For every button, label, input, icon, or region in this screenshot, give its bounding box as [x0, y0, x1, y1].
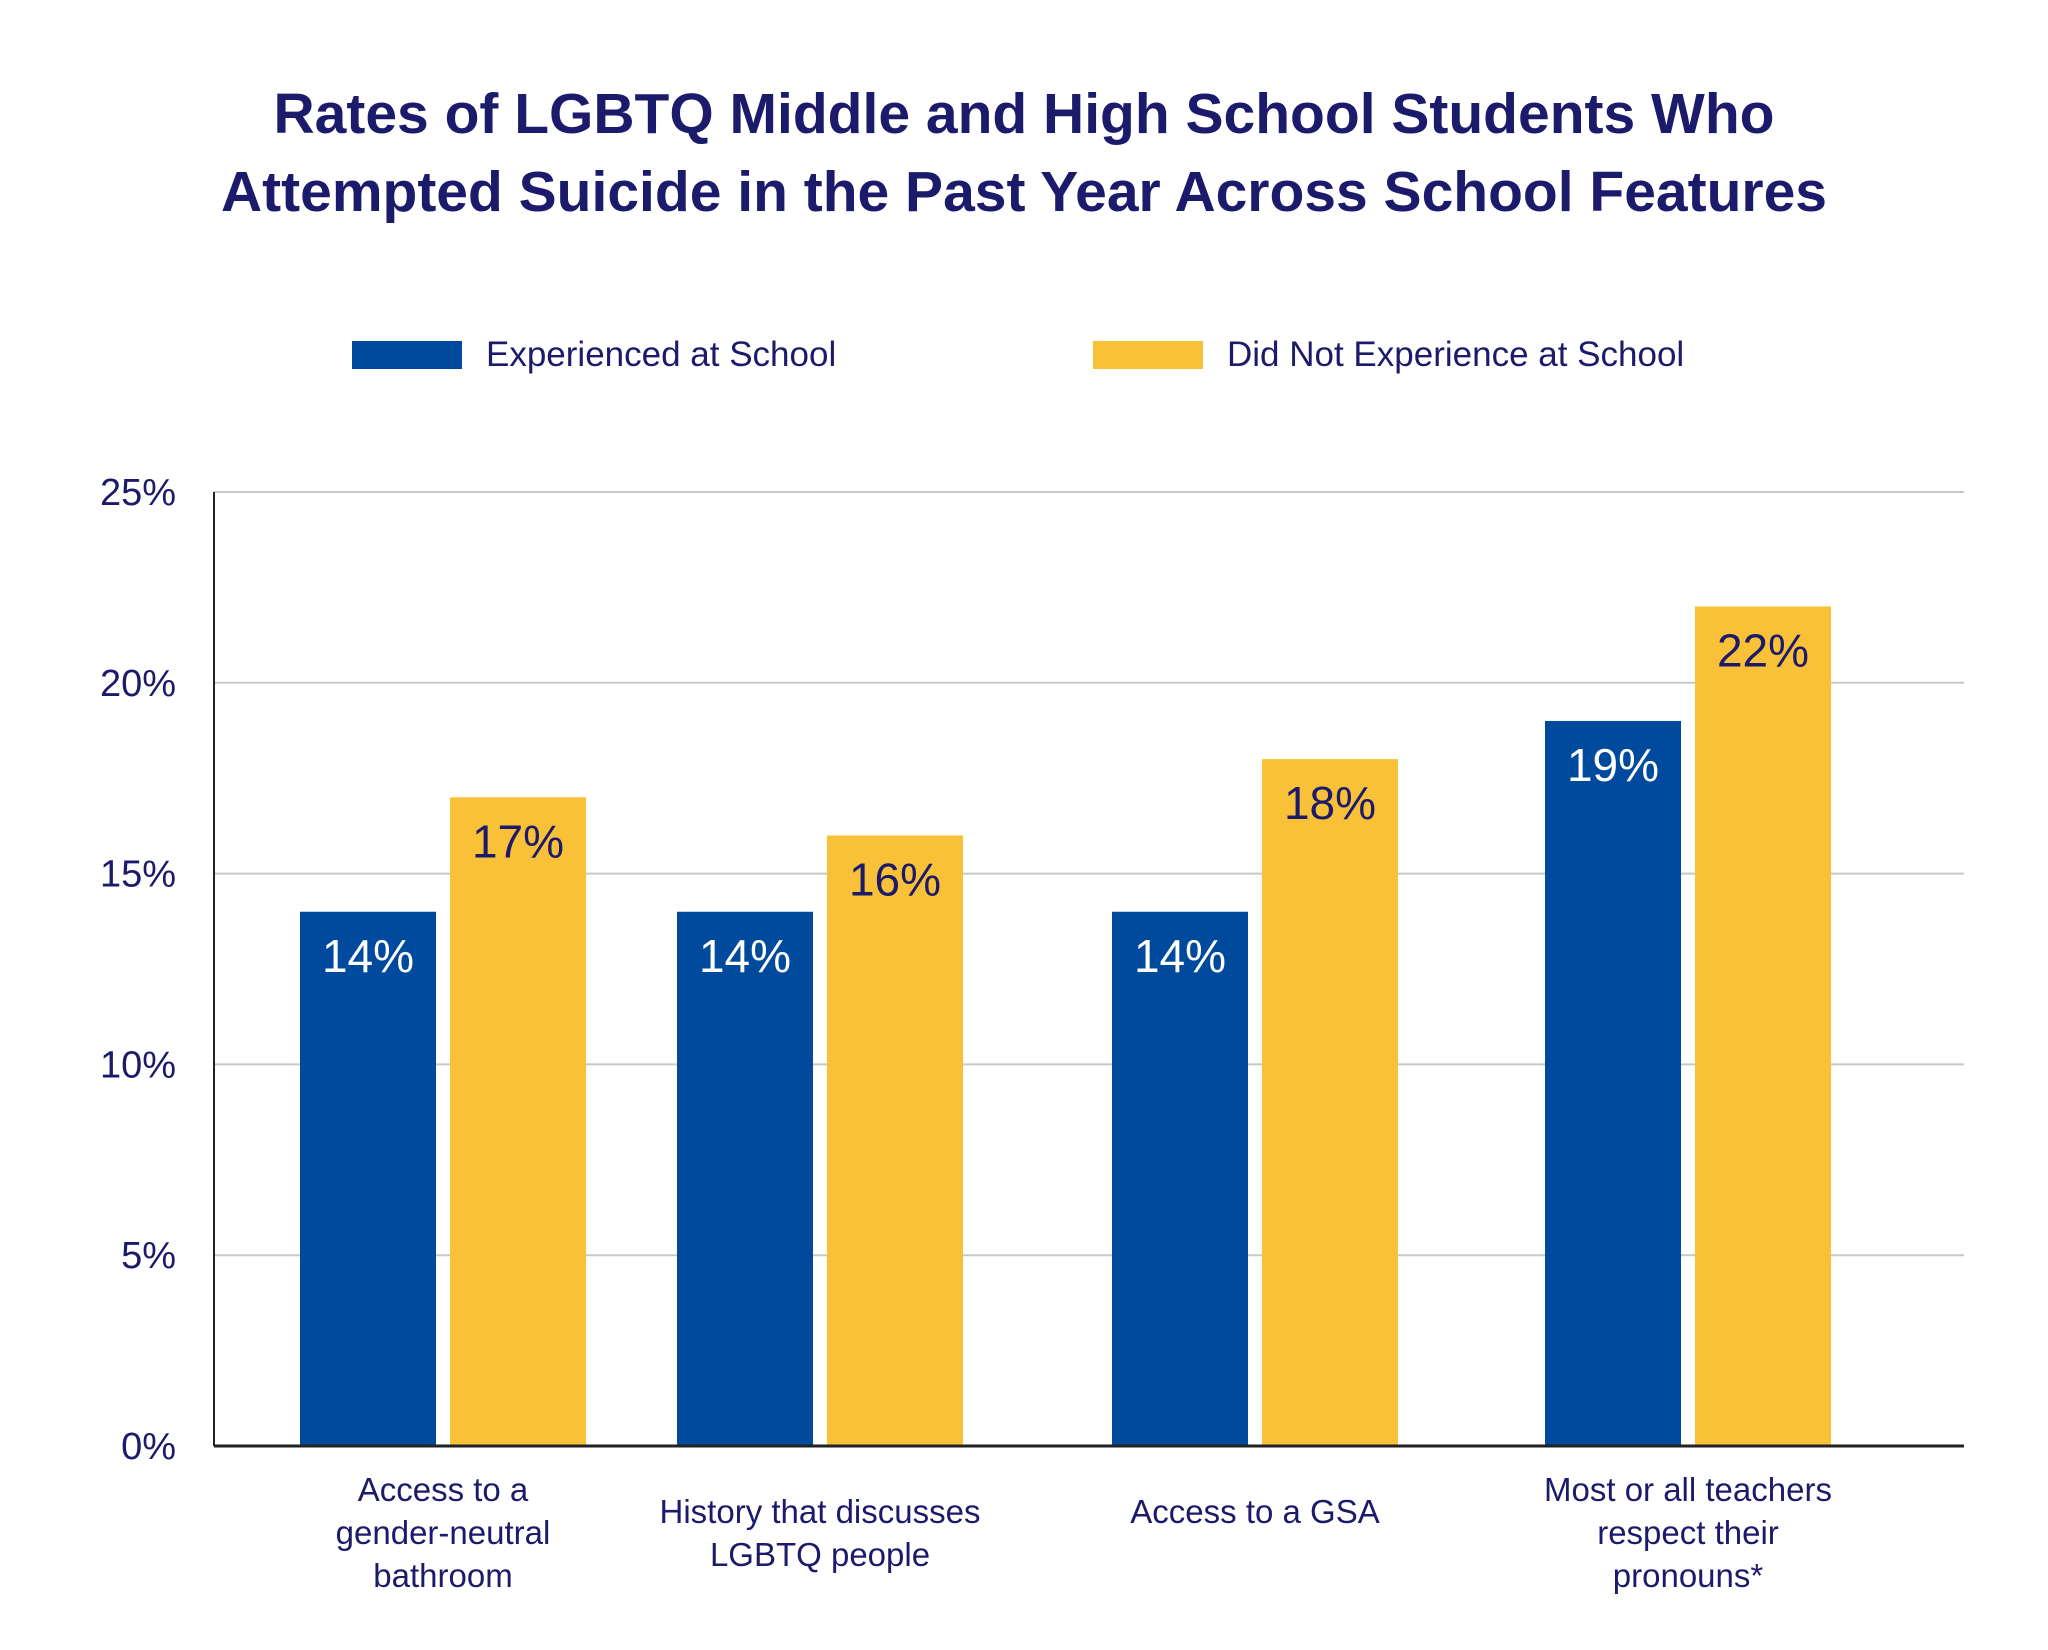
bar-value-label: 19%	[1567, 739, 1659, 791]
x-tick-label: Most or all teachers respect their prono…	[1544, 1471, 1832, 1594]
chart-legend: Experienced at School Did Not Experience…	[0, 330, 2048, 380]
legend-label-not-experienced: Did Not Experience at School	[1227, 335, 1685, 374]
y-tick-label: 20%	[100, 663, 176, 705]
bar-value-label: 18%	[1284, 777, 1376, 829]
bar-value-label: 14%	[1134, 930, 1226, 982]
bar-not-experienced	[1695, 606, 1831, 1446]
legend-label-experienced: Experienced at School	[486, 335, 837, 374]
chart-title-line-1: Rates of LGBTQ Middle and High School St…	[273, 82, 1775, 146]
y-tick-label: 15%	[100, 854, 176, 896]
y-tick-label: 25%	[100, 472, 176, 514]
x-tick-label: Access to a gender-neutral bathroom	[335, 1471, 551, 1594]
chart-title: Rates of LGBTQ Middle and High School St…	[0, 75, 2048, 231]
bar-not-experienced	[450, 797, 586, 1446]
bar-value-label: 16%	[849, 853, 941, 905]
bar-not-experienced	[827, 835, 963, 1446]
chart-title-line-2: Attempted Suicide in the Past Year Acros…	[221, 160, 1827, 224]
bar-experienced	[677, 911, 813, 1446]
bar-value-label: 14%	[699, 930, 791, 982]
bar-not-experienced	[1262, 759, 1398, 1446]
bar-value-label: 22%	[1717, 624, 1809, 676]
bar-experienced	[1545, 720, 1681, 1446]
x-tick-label: Access to a GSA	[1130, 1493, 1380, 1530]
y-tick-label: 5%	[121, 1235, 176, 1277]
bar-value-label: 17%	[472, 815, 564, 867]
bar-value-label: 14%	[322, 930, 414, 982]
legend-swatch-experienced	[352, 341, 462, 369]
legend-swatch-not-experienced	[1093, 341, 1203, 369]
y-tick-label: 0%	[121, 1426, 176, 1468]
legend-item-experienced: Experienced at School	[352, 330, 836, 380]
legend-item-not-experienced: Did Not Experience at School	[1093, 330, 1684, 380]
bar-experienced	[300, 911, 436, 1446]
bar-experienced	[1112, 911, 1248, 1446]
y-tick-label: 10%	[100, 1044, 176, 1086]
x-tick-label: History that discusses LGBTQ people	[659, 1493, 981, 1573]
